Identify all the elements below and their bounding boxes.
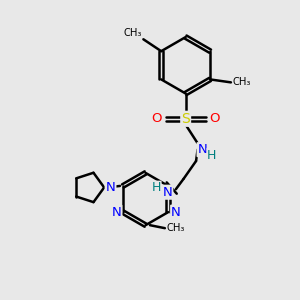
Text: H: H — [152, 181, 161, 194]
Text: N: N — [163, 186, 172, 199]
Text: CH₃: CH₃ — [167, 223, 185, 233]
Text: CH₃: CH₃ — [124, 28, 142, 38]
Text: N: N — [171, 206, 181, 219]
Text: O: O — [209, 112, 220, 125]
Text: N: N — [198, 143, 207, 156]
Text: S: S — [181, 112, 190, 126]
Text: N: N — [112, 206, 122, 219]
Text: CH₃: CH₃ — [232, 77, 251, 87]
Text: N: N — [106, 181, 116, 194]
Text: H: H — [207, 148, 216, 161]
Text: O: O — [152, 112, 162, 125]
